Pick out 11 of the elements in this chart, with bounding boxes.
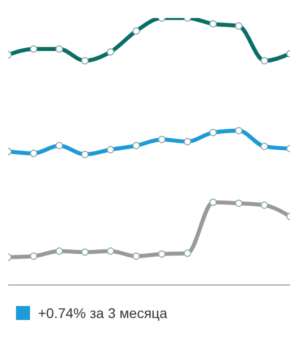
point	[56, 247, 63, 255]
point	[158, 250, 166, 258]
legend-label: +0.74% за 3 месяца	[38, 305, 168, 321]
point	[132, 252, 140, 260]
point	[260, 201, 268, 209]
point	[184, 250, 192, 257]
point	[81, 248, 89, 256]
point	[209, 198, 217, 206]
point	[235, 200, 242, 207]
point	[106, 247, 114, 255]
point	[30, 252, 38, 260]
